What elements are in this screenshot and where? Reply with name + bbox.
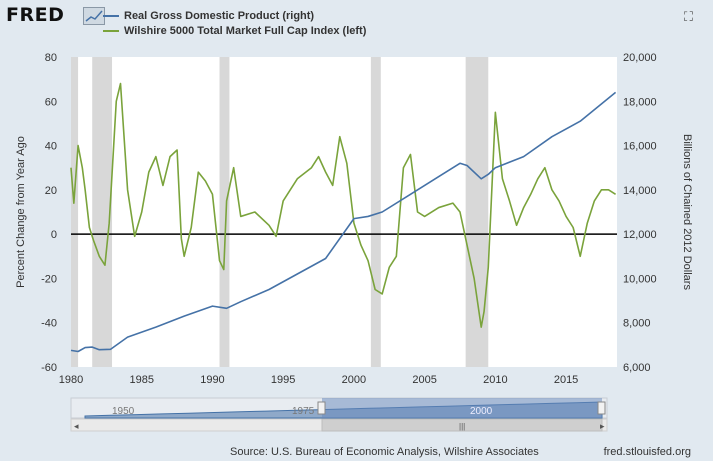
y-right-tick-label: 14,000 <box>623 185 657 197</box>
scrollbar-thumb[interactable] <box>321 418 603 432</box>
y-right-tick-label: 12,000 <box>623 229 657 241</box>
y-left-tick-label: -40 <box>41 318 57 330</box>
legend-item-gdp[interactable]: Real Gross Domestic Product (right) <box>103 8 366 23</box>
y-left-tick-label: -60 <box>41 362 57 374</box>
y-right-tick-label: 6,000 <box>623 362 651 374</box>
y-axis-left: -60 -40 -20 0 20 40 60 80 <box>41 52 57 374</box>
legend-item-wilshire[interactable]: Wilshire 5000 Total Market Full Cap Inde… <box>103 23 366 38</box>
navigator-selection[interactable] <box>322 398 602 418</box>
recession-band-4 <box>465 57 489 367</box>
navigator-label-1950: 1950 <box>112 406 135 417</box>
y-right-tick-label: 18,000 <box>623 96 657 108</box>
range-navigator[interactable]: 1950 1975 2000 <box>70 397 608 419</box>
y-axis-right-label: Billions of Chained 2012 Dollars <box>681 134 693 290</box>
y-right-tick-label: 20,000 <box>623 52 657 64</box>
chart: 1980 1985 1990 1995 2000 2005 2010 2015 -60-40-… <box>15 52 693 432</box>
x-tick-label: 1980 <box>59 374 83 386</box>
scrollbar-left-arrow[interactable]: ◂ <box>74 421 79 431</box>
x-tick-label: 2015 <box>554 374 578 386</box>
navigator-handle-left[interactable] <box>317 401 326 415</box>
y-right-tick-label: 8,000 <box>623 318 651 330</box>
legend: Real Gross Domestic Product (right) Wils… <box>103 8 366 38</box>
x-tick-label: 2000 <box>342 374 366 386</box>
navigator-handle-right[interactable] <box>597 401 606 415</box>
legend-swatch-wilshire <box>103 29 119 32</box>
navigator-label-1975: 1975 <box>292 406 315 417</box>
x-axis: 1980 1985 1990 1995 2000 2005 2010 2015 <box>59 374 579 386</box>
y-left-tick-label: -20 <box>41 273 57 285</box>
legend-label-wilshire: Wilshire 5000 Total Market Full Cap Inde… <box>124 24 367 37</box>
y-left-tick-label: 60 <box>45 96 57 108</box>
recession-band-3 <box>370 57 381 367</box>
x-tick-label: 2005 <box>412 374 436 386</box>
scrollbar-right-arrow[interactable]: ▸ <box>600 421 605 431</box>
expand-icon[interactable]: ⛶ <box>683 9 693 24</box>
legend-label-gdp: Real Gross Domestic Product (right) <box>124 9 315 22</box>
y-axis-right: 6,000 8,000 10,000 12,000 14,000 16,000 18,000… <box>623 52 657 374</box>
plot-area <box>71 57 617 367</box>
series-group <box>70 82 617 353</box>
x-tick-label: 2010 <box>483 374 507 386</box>
x-tick-label: 1985 <box>129 374 153 386</box>
y-left-tick-label: 0 <box>51 229 57 241</box>
x-tick-label: 1995 <box>271 374 295 386</box>
y-left-tick-label: 80 <box>45 52 57 64</box>
series-line-wilshire <box>70 82 617 328</box>
navigator-label-2000: 2000 <box>470 406 493 417</box>
scrollbar-grip: ||| <box>459 422 465 431</box>
y-right-tick-label: 10,000 <box>623 273 657 285</box>
recession-band-0 <box>71 57 79 367</box>
recession-band-2 <box>219 57 230 367</box>
y-right-tick-label: 16,000 <box>623 141 657 153</box>
scrollbar[interactable]: ◂ ▸ ||| <box>70 418 608 432</box>
y-axis-left-label: Percent Change from Year Ago <box>15 136 27 288</box>
source-note: Source: U.S. Bureau of Economic Analysis… <box>230 446 539 458</box>
recession-band-1 <box>92 57 113 367</box>
x-tick-label: 1990 <box>200 374 224 386</box>
fred-logo[interactable]: FRED <box>6 4 65 26</box>
legend-swatch-gdp <box>103 14 119 17</box>
recession-bands <box>71 57 489 367</box>
site-link[interactable]: fred.stlouisfed.org <box>603 446 691 458</box>
series-line-gdp <box>70 91 617 353</box>
y-left-tick-label: 20 <box>45 185 57 197</box>
y-left-tick-label: 40 <box>45 141 57 153</box>
